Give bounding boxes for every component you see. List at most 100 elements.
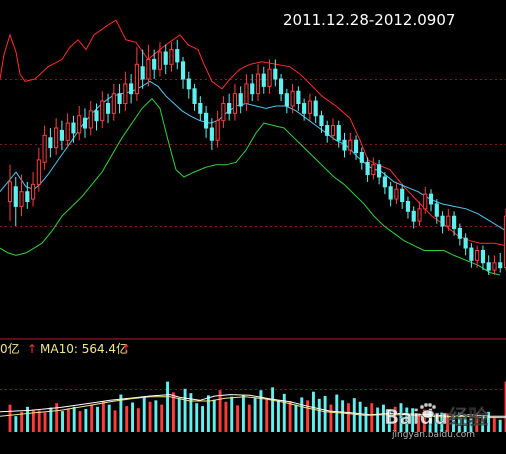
volume-bar-48 <box>288 401 292 432</box>
candle-72 <box>423 186 428 214</box>
volume-bar-32 <box>195 403 199 432</box>
candle-body <box>255 73 261 95</box>
volume-bar-28 <box>171 392 175 432</box>
candle-64 <box>377 159 382 185</box>
candle-body <box>446 215 451 227</box>
candle-body <box>290 90 295 107</box>
candle-10 <box>65 113 70 148</box>
volume-bar-73 <box>434 415 438 432</box>
volume-bar-77 <box>457 412 461 432</box>
candle-66 <box>388 181 393 207</box>
candle-body <box>434 203 439 217</box>
volume-bar-47 <box>282 393 286 432</box>
candle-24 <box>146 44 151 87</box>
candle-body <box>82 117 88 129</box>
volume-bar-3 <box>26 406 29 432</box>
candle-2 <box>19 174 24 217</box>
candle-75 <box>440 211 445 234</box>
volume-bar-58 <box>346 403 350 432</box>
paw-icon <box>419 402 437 419</box>
candle-80 <box>469 243 474 268</box>
volume-bar-81 <box>481 416 485 432</box>
candle-3 <box>25 181 30 209</box>
candle-13 <box>82 108 88 138</box>
candle-body <box>417 208 422 222</box>
candle-16 <box>100 91 105 128</box>
candle-34 <box>204 105 209 138</box>
candle-52 <box>307 93 312 121</box>
candle-body <box>54 127 59 149</box>
volume-bar-16 <box>101 401 105 432</box>
volume-bar-10 <box>66 408 70 432</box>
candle-65 <box>382 172 387 195</box>
volume-bar-66 <box>393 406 397 432</box>
volume-bar-1 <box>14 416 18 432</box>
candle-body <box>353 139 359 153</box>
volume-bar-60 <box>358 401 362 432</box>
volume-bar-54 <box>323 396 327 432</box>
volume-bar-4 <box>31 409 35 432</box>
candle-body <box>140 66 145 80</box>
volume-indicator-prefix: 0亿 <box>0 341 20 356</box>
candle-37 <box>221 96 226 128</box>
volume-bar-45 <box>271 387 275 432</box>
volume-bar-70 <box>417 413 420 432</box>
candle-body <box>186 78 191 90</box>
volume-bar-25 <box>154 400 158 432</box>
volume-bar-8 <box>55 403 59 432</box>
candle-body <box>180 61 186 80</box>
candle-33 <box>198 96 203 121</box>
volume-bar-75 <box>446 413 450 432</box>
volume-bar-78 <box>463 415 467 432</box>
candle-body <box>342 139 347 151</box>
candle-body <box>359 152 364 163</box>
candle-28 <box>169 42 174 72</box>
candle-6 <box>42 125 47 170</box>
candle-body <box>452 215 457 229</box>
volume-bar-0 <box>8 404 12 432</box>
candle-body <box>19 191 24 207</box>
candle-body <box>261 73 266 87</box>
candle-77 <box>452 211 457 236</box>
candle-8 <box>54 118 59 155</box>
candle-body <box>296 90 301 104</box>
volume-bar-55 <box>329 404 333 432</box>
candle-51 <box>302 98 307 121</box>
volume-bar-76 <box>452 414 455 432</box>
candle-5 <box>36 147 41 192</box>
volume-bar-38 <box>230 396 234 432</box>
volume-bar-21 <box>131 402 134 432</box>
candle-body <box>498 262 503 269</box>
volume-bar-52 <box>311 391 315 432</box>
volume-bar-20 <box>125 406 129 432</box>
candle-body <box>146 58 151 80</box>
candle-11 <box>71 115 76 143</box>
candle-55 <box>325 120 330 143</box>
candle-body <box>469 247 474 261</box>
candle-body <box>13 186 18 207</box>
candle-body <box>30 183 36 200</box>
candle-body <box>100 100 105 122</box>
candle-body <box>204 112 209 129</box>
candle-71 <box>417 201 422 226</box>
candle-38 <box>227 93 232 121</box>
volume-bar-31 <box>189 393 193 432</box>
candle-85 <box>498 252 503 273</box>
candle-53 <box>313 96 318 124</box>
volume-bar-18 <box>113 410 117 432</box>
candle-83 <box>486 255 491 275</box>
candle-68 <box>400 184 405 209</box>
candle-19 <box>117 83 122 114</box>
candle-body <box>77 115 82 134</box>
volume-bar-22 <box>136 408 140 432</box>
candle-76 <box>446 208 451 231</box>
volume-bar-15 <box>96 406 99 432</box>
candle-1 <box>13 177 18 226</box>
candle-69 <box>405 196 411 219</box>
volume-bar-56 <box>335 394 339 432</box>
volume-bar-85 <box>504 381 506 432</box>
candle-46 <box>273 59 278 87</box>
candle-84 <box>492 255 497 275</box>
candle-60 <box>353 135 359 160</box>
candle-body <box>88 110 93 129</box>
